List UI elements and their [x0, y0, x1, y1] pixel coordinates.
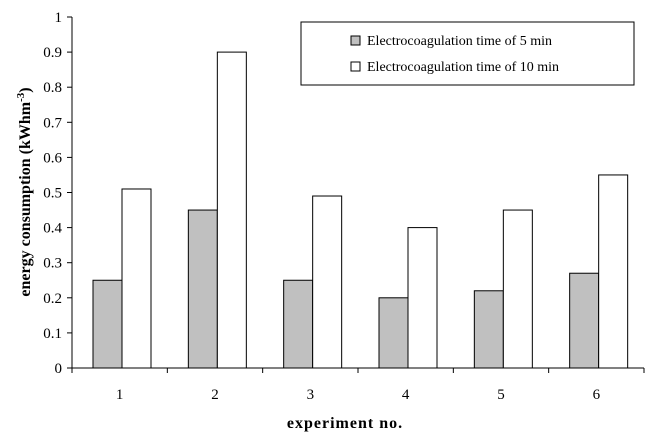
y-tick-label: 0.2: [43, 291, 62, 307]
legend-swatch-10-min: [350, 61, 361, 72]
y-tick-label: 0.9: [43, 45, 62, 61]
bar-series2-exp1: [121, 188, 152, 369]
legend-label-10-min: Electrocoagulation time of 10 min: [367, 60, 559, 75]
y-axis-label: energy consumption (kWhm-3): [15, 87, 34, 296]
x-tick-label: 2: [211, 387, 219, 403]
x-tick-label: 5: [497, 387, 505, 403]
y-axis-label-sup: -3: [15, 92, 27, 102]
bar-series2-exp6: [598, 174, 629, 369]
x-tick-label: 1: [116, 387, 124, 403]
bar-series2-exp5: [502, 209, 533, 369]
bar-series1-exp2: [187, 209, 218, 369]
legend-label-5-min: Electrocoagulation time of 5 min: [367, 34, 552, 49]
x-tick-label: 6: [593, 387, 601, 403]
y-tick-label: 0: [55, 361, 63, 377]
x-tick-label: 3: [307, 387, 315, 403]
bar-series1-exp6: [569, 272, 600, 369]
x-tick-label: 4: [402, 387, 410, 403]
y-axis-label-main: energy consumption (kWhm: [17, 101, 34, 296]
y-tick-label: 0.5: [43, 186, 62, 202]
bar-series1-exp5: [473, 290, 504, 369]
bar-series2-exp2: [216, 51, 247, 369]
legend-swatch-5-min: [350, 35, 361, 46]
bars-layer: [92, 51, 629, 369]
y-tick-label: 0.7: [43, 115, 62, 131]
y-tick-label: 0.8: [43, 80, 62, 96]
bar-series1-exp4: [378, 297, 409, 369]
axes-layer: 0 0.1 0.2 0.3 0.4 0.5 0.6 0.7 0.8 0.9 1 1 2 3 4 5 6: [43, 10, 645, 403]
y-tick-label: 0.3: [43, 256, 62, 272]
bar-series2-exp4: [407, 227, 438, 369]
y-tick-label: 1: [55, 10, 63, 26]
y-axis-label-close: ): [17, 87, 34, 92]
legend-frame: [300, 21, 635, 86]
y-tick-label: 0.6: [43, 150, 62, 166]
y-tick-label: 0.4: [43, 221, 62, 237]
bar-series1-exp1: [92, 279, 123, 369]
bar-series2-exp3: [312, 195, 343, 369]
x-axis-label: experiment no.: [287, 415, 403, 432]
bar-series1-exp3: [283, 279, 314, 369]
legend: Electrocoagulation time of 5 min Electro…: [300, 21, 635, 86]
y-tick-label: 0.1: [43, 326, 62, 342]
